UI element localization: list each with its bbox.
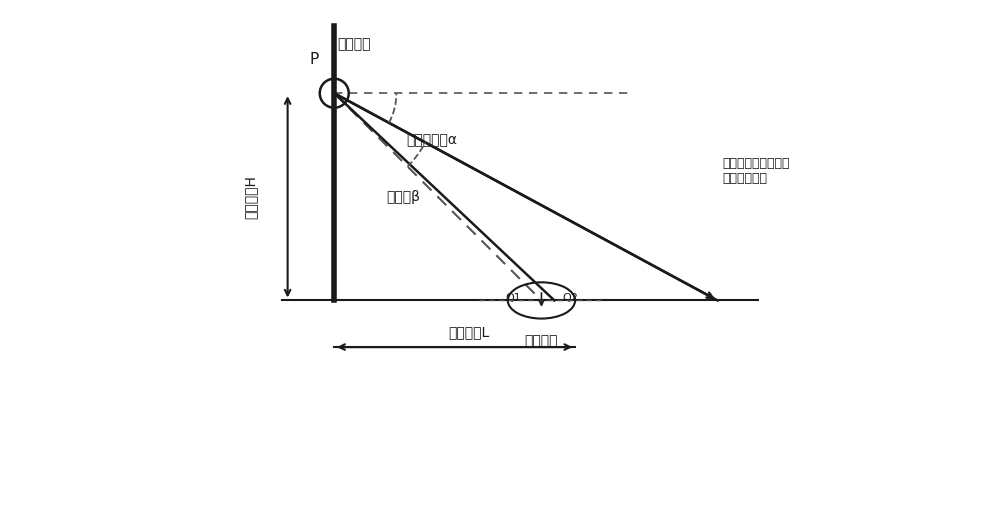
- Text: Q1: Q1: [505, 293, 521, 303]
- Text: P: P: [309, 52, 319, 67]
- Text: 小炮炮口: 小炮炮口: [337, 37, 370, 51]
- Text: 安装高度H: 安装高度H: [244, 175, 258, 219]
- Text: 定位角β: 定位角β: [386, 190, 420, 204]
- Text: 灭火俯仰角下，炮口
指向地面截点: 灭火俯仰角下，炮口 指向地面截点: [723, 157, 790, 185]
- Text: 火焰标靶: 火焰标靶: [525, 334, 558, 348]
- Text: 灭火俯仰角α: 灭火俯仰角α: [407, 133, 458, 147]
- Text: Q2: Q2: [562, 293, 578, 303]
- Text: 水流射距L: 水流射距L: [448, 325, 490, 339]
